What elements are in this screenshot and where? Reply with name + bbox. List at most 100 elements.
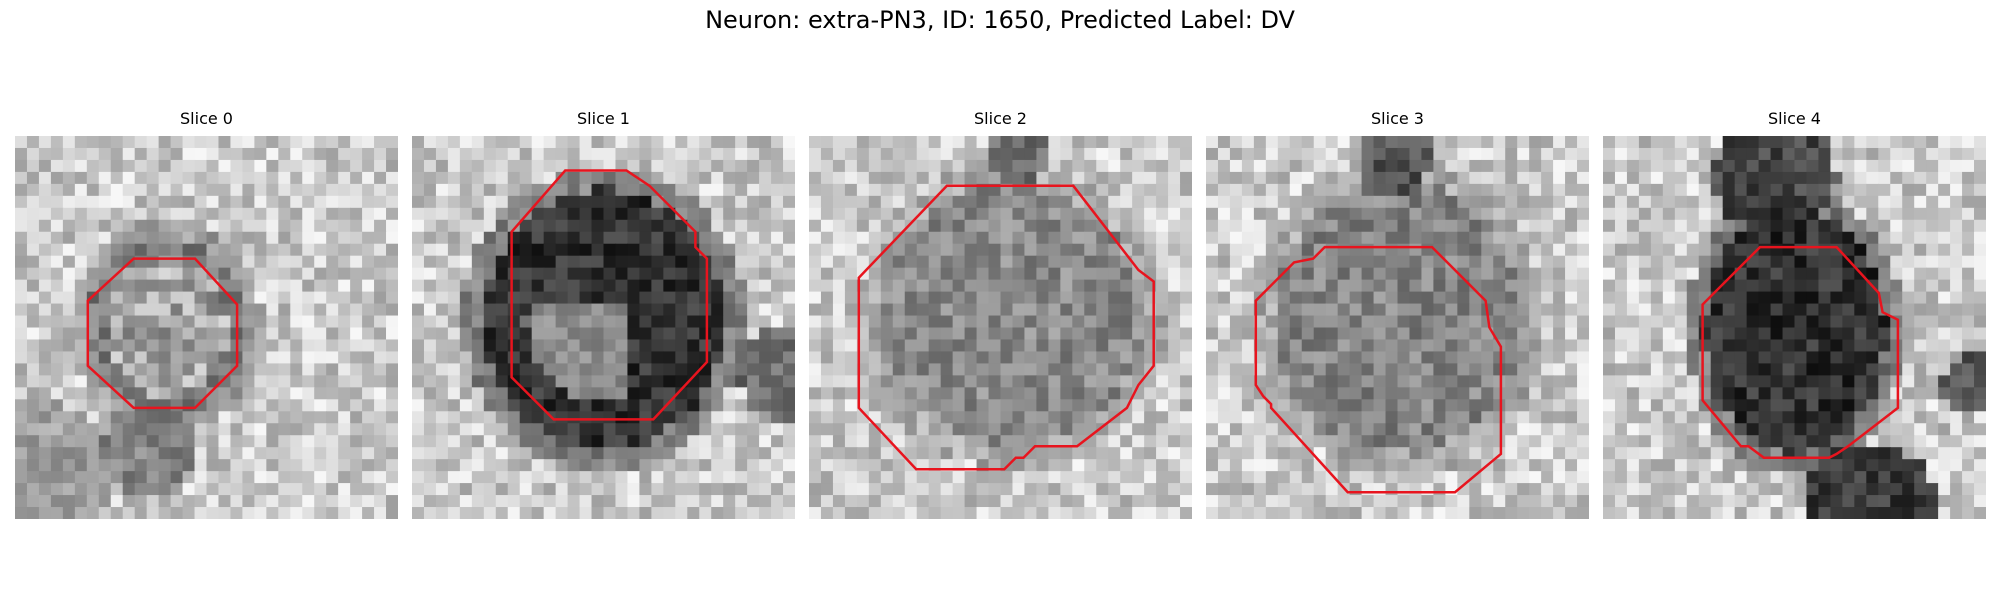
pixel (1698, 207, 1712, 221)
pixel (266, 495, 279, 508)
pixel (1036, 411, 1049, 424)
pixel (1349, 483, 1363, 496)
pixel (1866, 375, 1879, 388)
pixel (1000, 136, 1014, 149)
pixel (230, 375, 244, 388)
pixel (483, 255, 497, 269)
pixel (1289, 315, 1303, 329)
pixel (1385, 375, 1399, 388)
pixel (194, 411, 208, 424)
pixel (1217, 315, 1231, 329)
pixel (1206, 471, 1219, 484)
pixel (459, 435, 473, 448)
pixel (904, 423, 918, 436)
pixel (1577, 147, 1589, 161)
pixel (26, 291, 40, 305)
pixel (567, 255, 581, 269)
pixel (62, 159, 76, 173)
pixel (1373, 423, 1387, 436)
pixel (374, 423, 387, 436)
pixel (1806, 351, 1820, 365)
pixel (1144, 231, 1157, 245)
pixel (1493, 387, 1506, 400)
pixel (1000, 303, 1014, 317)
pixel (290, 507, 303, 519)
pixel (1505, 375, 1518, 388)
pixel (447, 291, 461, 305)
pixel (1229, 147, 1243, 161)
pixel (1301, 459, 1315, 472)
pixel (964, 495, 978, 508)
pixel (1505, 399, 1518, 412)
pixel (1950, 291, 1963, 305)
pixel (182, 375, 196, 388)
pixel (1361, 507, 1375, 519)
pixel (134, 507, 148, 519)
pixel (1072, 315, 1085, 329)
pixel (687, 136, 700, 149)
pixel (1878, 327, 1891, 341)
pixel (1541, 303, 1554, 317)
pixel (603, 459, 617, 472)
pixel (1313, 375, 1327, 388)
pixel (1662, 363, 1676, 376)
pixel (146, 159, 160, 173)
pixel (591, 136, 605, 149)
pixel (579, 399, 593, 412)
pixel (735, 363, 748, 376)
pixel (1325, 279, 1339, 293)
pixel (218, 231, 232, 245)
pixel (74, 219, 88, 233)
pixel (1108, 219, 1121, 233)
pixel (1180, 327, 1192, 341)
pixel (1794, 327, 1808, 341)
pixel (892, 351, 906, 365)
pixel (591, 279, 605, 293)
pixel (412, 183, 425, 197)
pixel (916, 399, 930, 412)
slice-image (1603, 136, 1986, 519)
pixel (1373, 255, 1387, 269)
pixel (1180, 291, 1192, 305)
pixel (1638, 399, 1652, 412)
pixel (362, 195, 375, 209)
pixel (844, 459, 858, 472)
pixel (952, 411, 966, 424)
pixel (639, 315, 652, 329)
pixel (1132, 327, 1145, 341)
pixel (1794, 231, 1808, 245)
pixel (242, 423, 255, 436)
pixel (1517, 387, 1530, 400)
pixel (928, 171, 942, 185)
pixel (1758, 159, 1772, 173)
pixel (1782, 291, 1796, 305)
pixel (1206, 495, 1219, 508)
pixel (110, 136, 124, 149)
pixel (386, 375, 398, 388)
pixel (170, 315, 184, 329)
pixel (1229, 423, 1243, 436)
pixel (1553, 255, 1566, 269)
pixel (1241, 231, 1255, 245)
pixel (1553, 136, 1566, 149)
pixel (771, 147, 784, 161)
pixel (1457, 147, 1470, 161)
pixel (1168, 315, 1181, 329)
pixel (904, 447, 918, 460)
pixel (158, 207, 172, 221)
pixel (1950, 363, 1963, 376)
pixel (302, 411, 315, 424)
pixel (50, 483, 64, 496)
pixel (916, 147, 930, 161)
pixel (639, 399, 652, 412)
pixel (1084, 339, 1097, 353)
pixel (651, 171, 664, 185)
pixel (1854, 327, 1867, 341)
pixel (1553, 231, 1566, 245)
pixel (1301, 351, 1315, 365)
pixel (447, 387, 461, 400)
pixel (194, 423, 208, 436)
pixel (1084, 351, 1097, 365)
pixel (1686, 231, 1700, 245)
pixel (74, 387, 88, 400)
